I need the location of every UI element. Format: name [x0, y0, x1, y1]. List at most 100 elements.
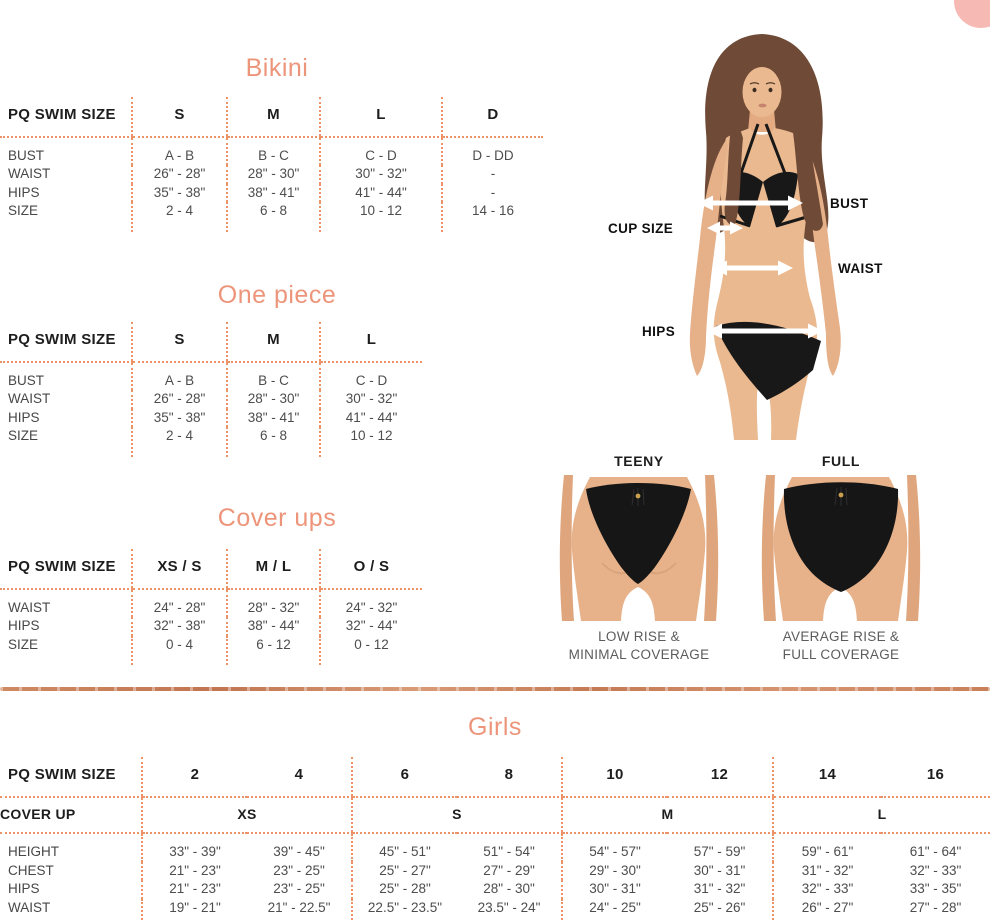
column-header-m: M: [226, 322, 320, 363]
size-cell: 6 - 12: [226, 635, 320, 665]
gold-hardware: [635, 493, 641, 499]
size-cell: 41" - 44": [319, 183, 442, 202]
size-cell: 25" - 27": [351, 861, 457, 880]
size-cell: -: [441, 183, 543, 202]
size-cell: A - B: [131, 136, 227, 165]
size-label-header: PQ SWIM SIZE: [0, 549, 132, 590]
caption-line: MINIMAL COVERAGE: [568, 647, 710, 662]
size-cell: 24" - 25": [561, 898, 667, 920]
column-header-l: L: [319, 322, 422, 363]
cover-up-size-s: S: [351, 796, 562, 834]
size-cell: 24" - 32": [319, 588, 422, 617]
size-cell: 26" - 28": [131, 165, 227, 184]
cover-up-size-l: L: [772, 796, 990, 834]
size-cell: D - DD: [441, 136, 543, 165]
size-cell: 22.5" - 23.5": [351, 898, 457, 920]
model-arm: [906, 475, 921, 621]
cover-up-header-row: COVER UP XS S M L: [0, 796, 990, 834]
model-neck: [748, 110, 776, 132]
corner-chat-badge[interactable]: [954, 0, 990, 28]
size-cell: 23" - 25": [273, 881, 325, 896]
size-cell: 33" - 39": [141, 833, 247, 862]
teeny-caption: LOW RISE & MINIMAL COVERAGE: [556, 628, 722, 664]
teeny-title: TEENY: [614, 453, 664, 469]
size-label-header: PQ SWIM SIZE: [0, 97, 132, 138]
bikini-top-strap: [764, 123, 788, 177]
size-cell: 26" - 28": [131, 390, 227, 409]
bikini-top-strap: [738, 123, 760, 177]
size-cell: -: [441, 165, 543, 184]
row-label: BUST: [8, 372, 45, 388]
table-header-row: PQ SWIM SIZE XS / S M / L O / S: [0, 549, 422, 590]
size-cell: 6 - 8: [226, 202, 320, 232]
table-row: SIZE 2 - 4 6 - 8 10 - 12: [0, 427, 422, 457]
size-cell: 10 - 12: [319, 427, 422, 457]
bikini-size-table: PQ SWIM SIZE S M L D BUST A - B B - C C …: [0, 97, 543, 232]
size-cell: 35" - 38": [131, 408, 227, 427]
caption-line: AVERAGE RISE &: [782, 629, 900, 644]
model-eye: [752, 87, 757, 93]
model-arm: [559, 475, 574, 621]
table-row: WAIST 26" - 28" 28" - 30" 30" - 32" -: [0, 165, 543, 184]
brushstroke-divider: [0, 687, 990, 691]
fit-guide-full: FULL AVERAGE RISE & FULL COVERAGE: [757, 453, 925, 664]
table-row: HIPS 21" - 23" 23" - 25" 25" - 28" 28" -…: [0, 880, 990, 899]
size-cell: 30" - 31": [693, 862, 746, 878]
bikini-bottom: [716, 321, 821, 400]
size-cell: B - C: [226, 361, 320, 390]
size-cell: 23" - 25": [273, 862, 325, 878]
size-cell: 2 - 4: [131, 427, 227, 457]
measurement-diagram-photo: BUST CUP SIZE WAIST HIPS: [608, 34, 883, 440]
size-cell: 28" - 30": [226, 165, 320, 184]
size-cell: B - C: [226, 136, 320, 165]
table-row: HEIGHT 33" - 39" 39" - 45" 45" - 51" 51"…: [0, 833, 990, 862]
row-label: BUST: [8, 147, 45, 163]
size-cell: 31" - 32": [693, 881, 746, 896]
table-header-row: PQ SWIM SIZE 2 4 6 8 10 12 14 16: [0, 757, 990, 798]
size-cell: 39" - 45": [273, 844, 325, 859]
model-hair-lock: [724, 110, 743, 225]
cover-up-size-xs: XS: [141, 796, 352, 834]
size-cell: 45" - 51": [351, 833, 457, 862]
size-cell: 25" - 28": [351, 880, 457, 899]
full-caption: AVERAGE RISE & FULL COVERAGE: [757, 628, 925, 664]
size-cell: 30" - 32": [319, 165, 442, 184]
model-brow: [765, 82, 776, 85]
size-cell: 59" - 61": [772, 833, 881, 862]
size-cell: 61" - 64": [909, 844, 962, 859]
bikini-section-title: Bikini: [245, 54, 309, 82]
waist-arrow: [712, 260, 793, 276]
table-row: WAIST 19" - 21" 21" - 22.5" 22.5" - 23.5…: [0, 898, 990, 920]
size-cell: 19" - 21": [141, 898, 247, 920]
size-cell: 30" - 31": [561, 880, 667, 899]
table-row: CHEST 21" - 23" 23" - 25" 25" - 27" 27" …: [0, 861, 990, 880]
column-header-m-l: M / L: [226, 549, 320, 590]
model-arm: [704, 475, 719, 621]
size-cell: 51" - 54": [483, 844, 535, 859]
table-row: HIPS 35" - 38" 38" - 41" 41" - 44" -: [0, 183, 543, 202]
table-header-row: PQ SWIM SIZE S M L D: [0, 97, 543, 138]
size-cell: 23.5" - 24": [477, 899, 541, 915]
girls-section-title: Girls: [468, 713, 522, 741]
cover-ups-size-table: PQ SWIM SIZE XS / S M / L O / S WAIST 24…: [0, 549, 422, 665]
size-cell: 35" - 38": [131, 183, 227, 202]
row-label: SIZE: [8, 203, 39, 218]
size-cell: 10 - 12: [319, 202, 442, 232]
cover-up-size-m: M: [561, 796, 773, 834]
size-label-header: PQ SWIM SIZE: [0, 322, 132, 363]
table-row: BUST A - B B - C C - D D - DD: [0, 136, 543, 165]
size-cell: 33" - 35": [909, 881, 962, 896]
row-label: CHEST: [8, 862, 54, 878]
table-row: SIZE 0 - 4 6 - 12 0 - 12: [0, 635, 422, 665]
column-header-m: M: [226, 97, 320, 138]
row-label: WAIST: [8, 166, 51, 181]
size-cell: 0 - 12: [319, 635, 422, 665]
row-label: HIPS: [8, 409, 40, 425]
column-header-s: S: [131, 97, 227, 138]
size-cell: 28" - 30": [226, 390, 320, 409]
size-cell: 31" - 32": [772, 861, 881, 880]
size-cell: 57" - 59": [693, 844, 746, 859]
column-header-2: 2: [141, 757, 247, 798]
column-header-14: 14: [772, 757, 881, 798]
